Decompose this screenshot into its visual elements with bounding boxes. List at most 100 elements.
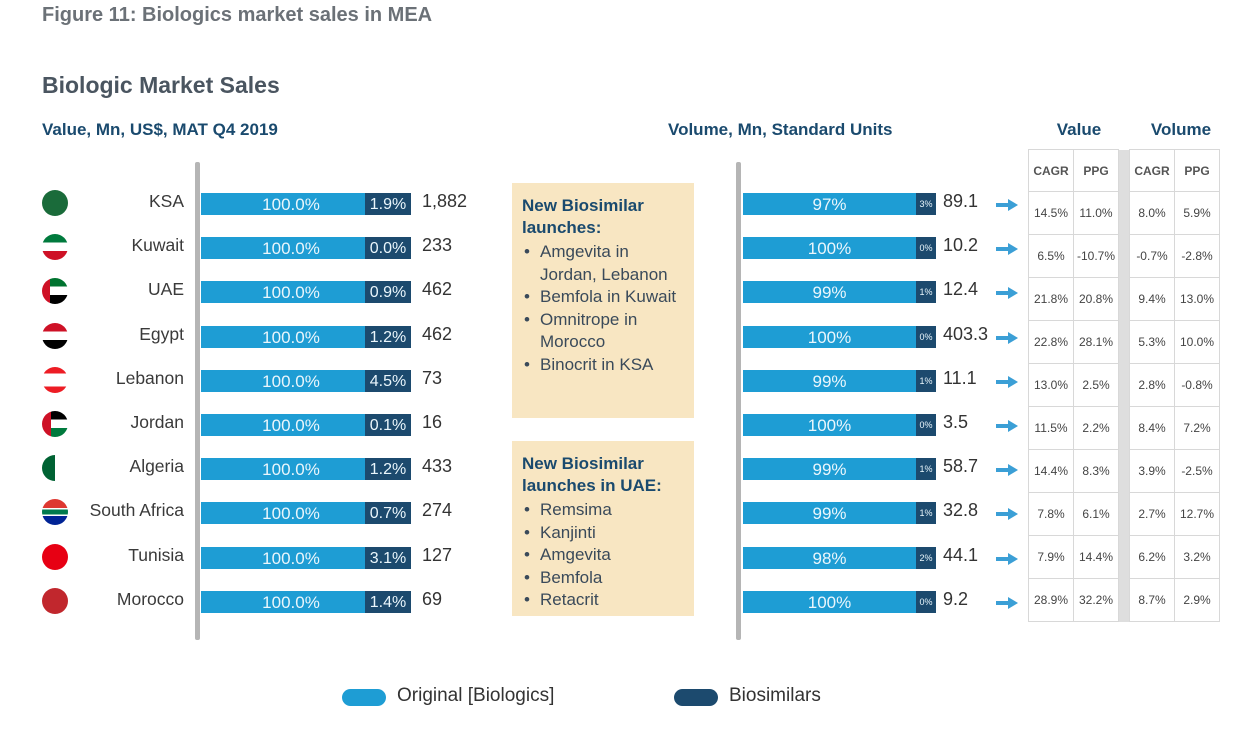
volume-bar-original: 100% [743,414,916,436]
note-item: Amgevita in Jordan, Lebanon [522,241,684,286]
table-cell: 7.8% [1028,492,1074,536]
column-separator [1118,277,1130,321]
volume-bar-original: 100% [743,591,916,613]
value-bar-biosimilar: 0.0% [365,237,411,259]
value-total: 127 [422,545,453,565]
flag-icon [42,588,68,614]
table-cell: 2.8% [1129,363,1175,407]
table-row: 7.9% 14.4% 6.2% 3.2% [1028,535,1220,579]
table-cell: 2.2% [1073,406,1119,450]
value-total: 274 [422,500,453,520]
volume-bar-biosimilar: 1% [916,458,936,480]
flag-icon [42,234,68,260]
volume-total: 12.4 [943,279,979,299]
table-cell: 7.9% [1028,535,1074,579]
table-cell: 14.4% [1073,535,1119,579]
table-row: 13.0% 2.5% 2.8% -0.8% [1028,363,1220,407]
value-total: 462 [422,324,453,344]
value-bar-biosimilar: 1.2% [365,326,411,348]
volume-bar-original: 99% [743,281,916,303]
table-cell: 12.7% [1174,492,1220,536]
table-cell: 6.1% [1073,492,1119,536]
column-separator [1118,320,1130,364]
volume-bar-original: 99% [743,370,916,392]
table-cell: 9.4% [1129,277,1175,321]
volume-bar-biosimilar: 0% [916,414,936,436]
column-separator [1118,406,1130,450]
arrow-right-icon [996,507,1018,520]
volume-bar-original: 100% [743,326,916,348]
value-bar-original: 100.0% [201,458,381,480]
volume-bar-biosimilar: 1% [916,370,936,392]
table-cell: -2.5% [1174,449,1220,493]
volume-axis-line [736,162,741,640]
arrow-right-icon [996,419,1018,432]
arrow-right-icon [996,463,1018,476]
column-separator [1118,578,1130,622]
country-label: Jordan [130,412,184,432]
volume-total: 44.1 [943,545,979,565]
table-cell: 2.9% [1174,578,1220,622]
growth-metrics-table: CAGR PPG CAGR PPG 14.5% 11.0% 8.0% 5.9% 6.5%… [1028,149,1220,622]
flag-icon [42,544,68,570]
value-total: 16 [422,412,443,432]
value-subtitle: Value, Mn, US$, MAT Q4 2019 [42,120,278,139]
volume-total: 10.2 [943,235,979,255]
arrow-right-icon [996,286,1018,299]
table-cell: 28.1% [1073,320,1119,364]
arrow-right-icon [996,198,1018,211]
value-bar-biosimilar: 3.1% [365,547,411,569]
arrow-right-icon [996,242,1018,255]
cagr-header: CAGR [1028,149,1074,192]
table-row: 7.8% 6.1% 2.7% 12.7% [1028,492,1220,536]
uae-launch-note: New Biosimilar launches in UAE: Remsima … [512,441,694,616]
flag-icon [42,499,68,525]
value-bar-original: 100.0% [201,591,381,613]
value-bar-biosimilar: 1.2% [365,458,411,480]
country-label: Kuwait [131,235,184,255]
value-total: 69 [422,589,443,609]
value-bar-original: 100.0% [201,502,381,524]
table-row: 22.8% 28.1% 5.3% 10.0% [1028,320,1220,364]
table-cell: -0.8% [1174,363,1220,407]
volume-bar-original: 99% [743,502,916,524]
table-row: 21.8% 20.8% 9.4% 13.0% [1028,277,1220,321]
note-list: Amgevita in Jordan, Lebanon Bemfola in K… [522,241,684,376]
value-total: 73 [422,368,443,388]
flag-icon [42,190,68,216]
flag-icon [42,278,68,304]
legend-swatch-original [342,689,386,706]
table-row: 6.5% -10.7% -0.7% -2.8% [1028,234,1220,278]
arrow-right-icon [996,596,1018,609]
volume-subtitle: Volume, Mn, Standard Units [668,120,893,139]
figure-title: Figure 11: Biologics market sales in MEA [42,4,433,26]
table-cell: 13.0% [1174,277,1220,321]
volume-total: 11.1 [943,368,977,388]
country-label: Tunisia [128,545,184,565]
table-cell: 6.5% [1028,234,1074,278]
table-cell: 8.4% [1129,406,1175,450]
value-bar-original: 100.0% [201,414,381,436]
table-cell: 7.2% [1174,406,1220,450]
value-total: 462 [422,279,453,299]
biosimilar-launch-note: New Biosimilar launches: Amgevita in Jor… [512,183,694,418]
flag-icon [42,455,68,481]
ppg-header: PPG [1174,149,1220,192]
table-cell: 5.3% [1129,320,1175,364]
legend-swatch-biosimilars [674,689,718,706]
table-cell: 21.8% [1028,277,1074,321]
value-bar-original: 100.0% [201,281,381,303]
table-cell: 8.7% [1129,578,1175,622]
volume-bar-biosimilar: 3% [916,193,936,215]
table-cell: 22.8% [1028,320,1074,364]
country-label: Algeria [129,456,184,476]
value-bar-original: 100.0% [201,547,381,569]
flag-icon [42,411,68,437]
value-bar-original: 100.0% [201,326,381,348]
value-bar-biosimilar: 0.9% [365,281,411,303]
volume-bar-original: 100% [743,237,916,259]
value-bar-biosimilar: 1.4% [365,591,411,613]
column-separator [1118,449,1130,493]
table-cell: 3.2% [1174,535,1220,579]
table-cell: 8.3% [1073,449,1119,493]
